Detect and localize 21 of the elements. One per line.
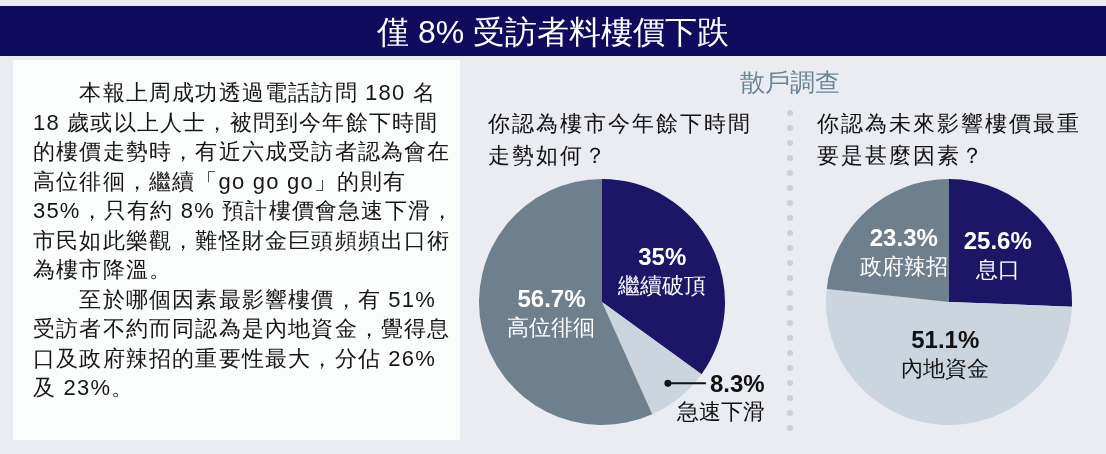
text: 散戶調查: [740, 68, 840, 96]
text: 僅 8% 受訪者料樓價下跌: [375, 14, 730, 50]
data-label: 51.1%: [911, 325, 980, 353]
slice-label: 息口: [974, 257, 1020, 283]
slice-label: 急速下滑: [675, 399, 765, 425]
pie-slice: [826, 288, 1072, 425]
chart-title: 你認為樓市今年餘下時間走勢如何？: [487, 111, 752, 168]
slice-label: 繼續破頂: [617, 273, 707, 299]
text: 本報上周成功透過電話訪問 180 名 18 歲或以上人士，被問到今年餘下時間的樓價走勢時，有近六成受訪者認為會在高位徘徊，繼續「go go go」的則有 35%，只有約 8% 預計樓價會急速下滑，市民如此樂觀，難怪財金巨頭頻頻出口術為樓市降溫。: [33, 80, 455, 282]
slice-label: 高位徘徊: [507, 314, 596, 340]
pie-slice: [602, 179, 725, 375]
slice-label: 政府辣招: [859, 253, 948, 279]
data-label: 56.7%: [517, 284, 586, 312]
chart-title: 你認為未來影響樓價最重要是甚麼因素？: [816, 111, 1081, 168]
data-label: 8.3%: [709, 370, 765, 398]
data-label: 35%: [638, 243, 687, 271]
data-label: 23.3%: [869, 223, 938, 251]
slice-label: 內地資金: [901, 355, 990, 381]
text: 至於哪個因素最影響樓價，有 51% 受訪者不約而同認為是內地資金，覺得息口及政府辣招的重要性最大，分佔 26% 及 23%。: [33, 286, 451, 400]
pie-slice: [949, 179, 1072, 307]
data-label: 25.6%: [963, 227, 1032, 255]
